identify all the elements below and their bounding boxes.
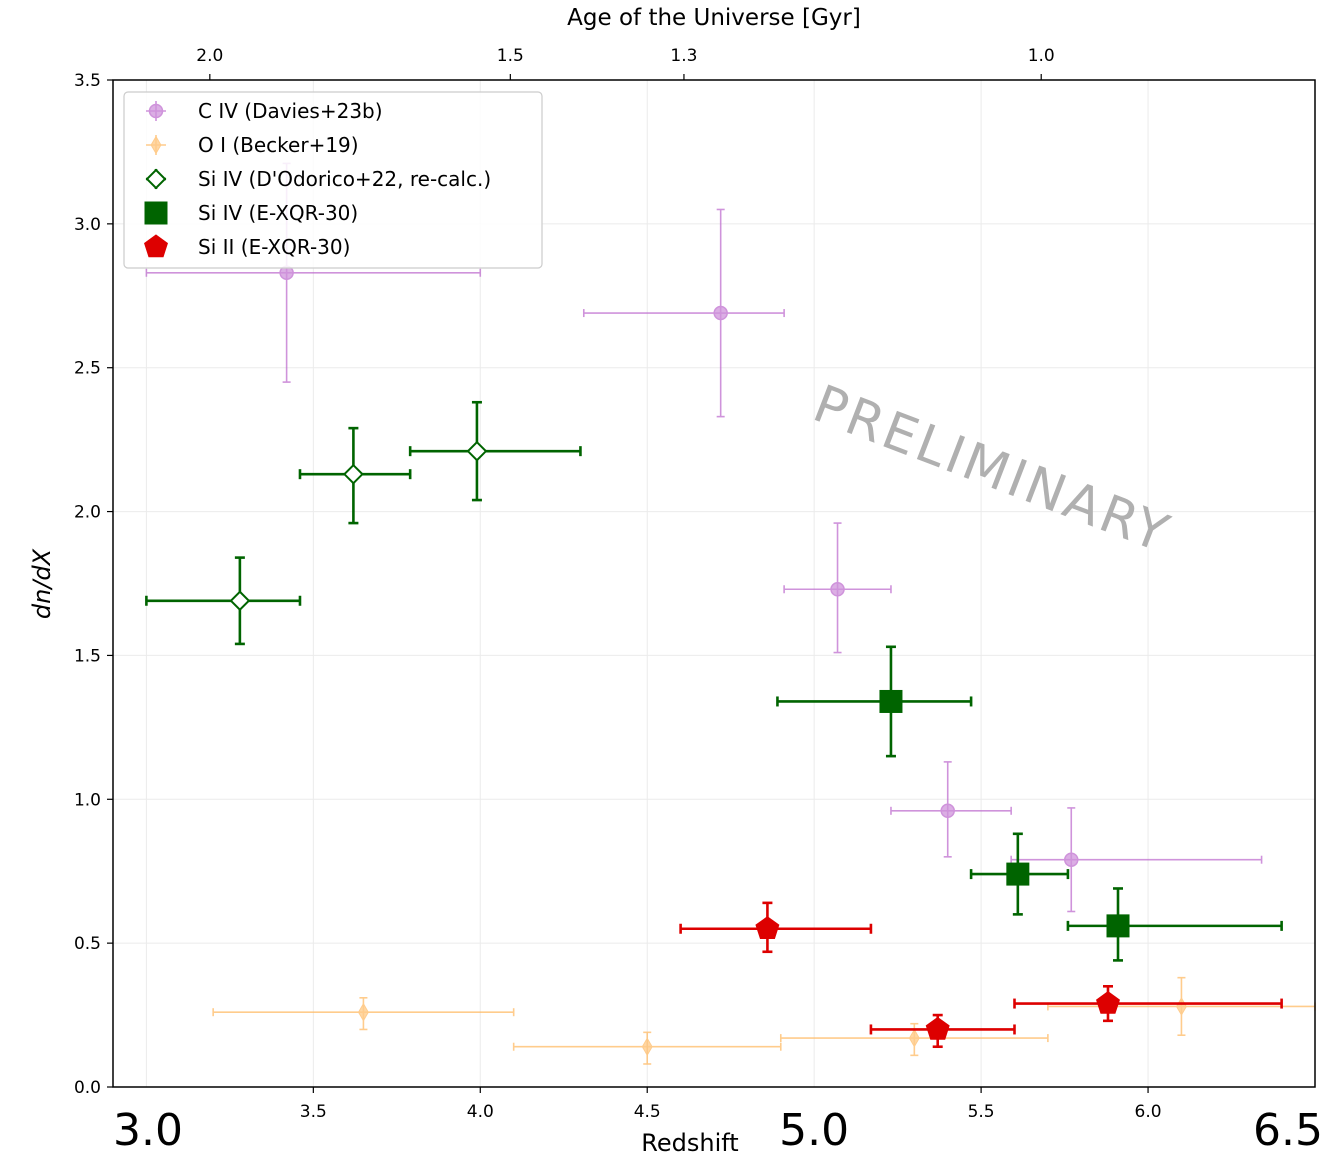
x-big-label: 5.0	[779, 1105, 849, 1156]
top-axis-label: Age of the Universe [Gyr]	[567, 5, 861, 31]
data-point	[1096, 990, 1120, 1014]
series-1	[212, 976, 1316, 1065]
top-tick-label: 2.0	[196, 46, 223, 66]
data-point	[342, 463, 364, 485]
data-point	[940, 803, 955, 819]
legend-marker	[144, 234, 168, 258]
preliminary-watermark: PRELIMINARY	[805, 374, 1178, 565]
legend-label: Si IV (E-XQR-30)	[198, 201, 358, 225]
legend-entry	[144, 201, 168, 225]
legend-marker	[145, 168, 167, 190]
y-tick-label: 3.0	[74, 215, 101, 235]
series-2	[145, 400, 582, 646]
series-layer	[145, 162, 1316, 1065]
y-tick-label: 1.5	[74, 646, 101, 666]
x-tick-label: 5.5	[968, 1102, 995, 1122]
x-tick-label: 4.0	[467, 1102, 494, 1122]
data-point	[908, 1028, 920, 1048]
series-3	[776, 645, 1283, 962]
series-4	[679, 901, 1283, 1049]
legend-box	[123, 91, 543, 269]
legend-label: O I (Becker+19)	[198, 133, 359, 157]
y-axis: 0.0 0.5 1.0 1.5 2.0 2.5 3.0 3.5	[74, 71, 113, 1098]
data-point	[713, 305, 728, 321]
y-tick-label: 0.5	[74, 934, 101, 954]
data-point	[466, 440, 488, 462]
data-point	[1006, 862, 1030, 886]
y-tick-label: 3.5	[74, 71, 101, 91]
data-point	[1106, 914, 1130, 938]
top-tick-label: 1.3	[670, 46, 697, 66]
x-tick-label: 4.5	[634, 1102, 661, 1122]
legend-marker	[150, 135, 162, 155]
legend-label: C IV (Davies+23b)	[198, 99, 383, 123]
legend-marker	[148, 103, 164, 119]
data-point	[879, 689, 903, 713]
x-tick-label: 3.5	[300, 1102, 327, 1122]
series-0	[145, 162, 1263, 913]
y-tick-label: 2.0	[74, 503, 101, 523]
y-tick-label: 1.0	[74, 790, 101, 810]
legend: C IV (Davies+23b) O I (Becker+19) Si IV (D…	[123, 91, 543, 269]
y-tick-label: 0.0	[74, 1078, 101, 1098]
x-big-label: 3.0	[113, 1105, 183, 1156]
data-point	[755, 916, 780, 939]
data-point	[357, 1002, 369, 1022]
data-point	[229, 590, 251, 612]
x-big-label: 6.5	[1253, 1105, 1323, 1156]
legend-label: Si II (E-XQR-30)	[198, 235, 350, 259]
x-axis-label: Redshift	[641, 1129, 738, 1157]
data-point	[1175, 997, 1187, 1016]
x-tick-label: 6.0	[1135, 1102, 1162, 1122]
plot-frame	[112, 79, 1316, 1088]
legend-marker	[144, 201, 168, 225]
y-axis-label: dn/dX	[28, 548, 56, 619]
x-axis: 3.5 4.0 4.5 5.5 6.0 3.0 5.0 6.5	[113, 1087, 1323, 1156]
data-point	[925, 1016, 950, 1040]
data-point	[830, 582, 845, 597]
legend-entry	[146, 135, 166, 155]
legend-entry	[145, 168, 167, 190]
top-tick-label: 1.0	[1028, 46, 1055, 66]
data-point	[1064, 852, 1079, 867]
data-point	[641, 1037, 653, 1057]
top-tick-label: 1.5	[497, 46, 524, 66]
legend-entry	[146, 101, 166, 121]
legend-entry	[144, 234, 168, 258]
legend-label: Si IV (D'Odorico+22, re-calc.)	[198, 167, 491, 191]
y-tick-label: 2.5	[74, 359, 101, 379]
top-axis: 2.0 1.5 1.3 1.0	[196, 46, 1055, 80]
